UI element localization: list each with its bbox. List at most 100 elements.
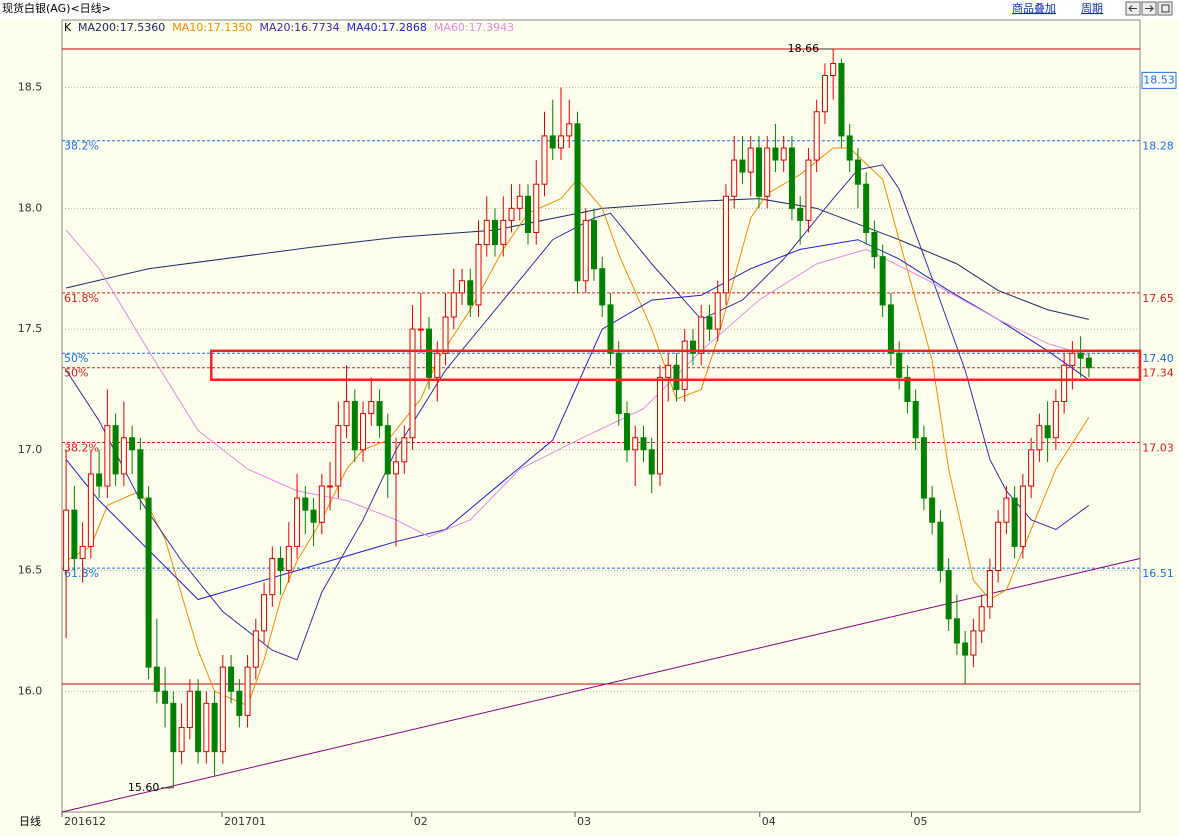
candle-body <box>87 473 94 547</box>
candle-body <box>310 509 317 523</box>
candle-body <box>327 485 334 488</box>
candle-body <box>252 630 259 668</box>
top-bar <box>0 0 1179 19</box>
period-button[interactable]: 周期 <box>1081 2 1103 15</box>
fib-value-label: 18.28 <box>1142 140 1174 153</box>
ma-line <box>66 198 1089 320</box>
legend-entry: MA10:17.1350 <box>172 21 252 34</box>
candle-body <box>104 425 111 487</box>
candle-body <box>71 509 78 559</box>
candle-body <box>739 159 746 173</box>
candle-body <box>269 557 276 596</box>
candle-body <box>648 449 655 475</box>
candle-body <box>805 159 812 221</box>
candle-body <box>920 437 927 499</box>
y-tick-label: 16.0 <box>18 684 43 697</box>
candle-body <box>467 280 474 306</box>
candle-body <box>211 702 218 753</box>
candle-body <box>277 557 284 572</box>
candle-body <box>673 364 680 390</box>
candle-body <box>623 413 630 451</box>
candle-body <box>170 702 177 753</box>
candle-body <box>393 461 400 475</box>
candle-body <box>854 159 861 185</box>
candle-body <box>450 292 457 318</box>
candle-body <box>904 376 911 403</box>
nav-buttons[interactable] <box>1125 1 1173 16</box>
overlay-button[interactable]: 商品叠加 <box>1012 1 1056 15</box>
candle-body <box>500 219 507 246</box>
fib-value-label: 17.34 <box>1142 367 1174 380</box>
x-tick-label: 03 <box>577 815 591 828</box>
candle-body <box>896 352 903 378</box>
candle-body <box>401 437 408 463</box>
candle-body <box>953 618 960 644</box>
candle-body <box>285 545 292 572</box>
candle-body <box>962 642 969 656</box>
candle-body <box>788 147 795 209</box>
fib-value-label: 17.65 <box>1142 292 1174 305</box>
candle-body <box>615 352 622 415</box>
candle-body <box>797 207 804 221</box>
candle-body <box>228 666 235 692</box>
candle-body <box>640 437 647 451</box>
candle-body <box>1036 425 1043 451</box>
candle-body <box>360 413 367 451</box>
candle-body <box>1077 352 1084 359</box>
candle-body <box>607 304 614 354</box>
candle-body <box>219 666 226 753</box>
candle-body <box>384 425 391 475</box>
candle-body <box>549 135 556 149</box>
y-tick-label: 18.5 <box>18 81 43 94</box>
candle-body <box>368 401 375 415</box>
candle-body <box>1044 425 1051 439</box>
candle-body <box>376 401 383 427</box>
candle-body <box>557 135 564 149</box>
candle-body <box>261 594 268 632</box>
candle-body <box>492 219 499 246</box>
fib-label: 61.8% <box>64 292 99 305</box>
y-tick-label: 17.5 <box>18 322 43 335</box>
candle-body <box>294 497 301 547</box>
candle-body <box>574 123 581 282</box>
candle-body <box>929 497 936 523</box>
footer-label: 日线 <box>19 814 41 828</box>
candle-body <box>599 268 606 306</box>
candle-body <box>426 328 433 378</box>
candle-body <box>863 183 870 233</box>
candle-body <box>887 304 894 354</box>
ma-line <box>65 164 1090 661</box>
y-tick-label: 18.0 <box>18 201 43 214</box>
candle-body <box>145 497 152 668</box>
title: 现货白银(AG)<日线> <box>2 1 111 15</box>
y-tick-label: 16.5 <box>18 564 43 577</box>
btn-toggle[interactable] <box>1157 1 1173 16</box>
candle-body <box>409 328 416 439</box>
annotation-label: 15.60 <box>128 781 160 794</box>
plot-frame <box>61 19 1141 813</box>
candle-body <box>764 147 771 197</box>
fib-value-label: 17.03 <box>1142 442 1174 455</box>
candle-body <box>343 401 350 427</box>
fib-value-label: 16.51 <box>1142 567 1174 580</box>
legend-entry: MA20:16.7734 <box>259 21 339 34</box>
candle-body <box>698 316 705 354</box>
candle-body <box>846 135 853 161</box>
candle-body <box>681 340 688 390</box>
y-tick-label: 17.0 <box>18 443 43 456</box>
legend-k: K <box>64 21 72 34</box>
candle-body <box>1003 497 1010 523</box>
candle-body <box>475 244 482 306</box>
candle-body <box>813 111 820 161</box>
candle-body <box>434 352 441 378</box>
candle-body <box>541 135 548 185</box>
candle-body <box>516 195 523 209</box>
candle-body <box>203 702 210 753</box>
candle-body <box>1028 449 1035 487</box>
candle-body <box>656 376 663 475</box>
candle-body <box>689 340 696 354</box>
candle-body <box>1061 364 1068 403</box>
candle-body <box>236 690 243 716</box>
